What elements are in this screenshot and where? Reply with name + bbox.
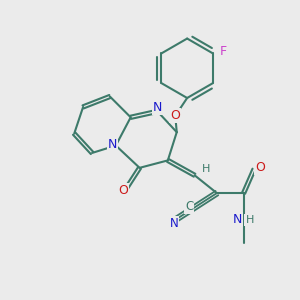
Text: N: N	[232, 213, 242, 226]
Text: H: H	[245, 215, 254, 225]
Text: H: H	[202, 164, 210, 174]
Text: O: O	[118, 184, 128, 197]
Text: O: O	[170, 109, 180, 122]
Text: N: N	[108, 138, 117, 152]
Text: O: O	[255, 161, 265, 174]
Text: F: F	[220, 45, 227, 58]
Text: C: C	[185, 200, 194, 213]
Text: N: N	[169, 217, 178, 230]
Text: N: N	[153, 101, 162, 114]
